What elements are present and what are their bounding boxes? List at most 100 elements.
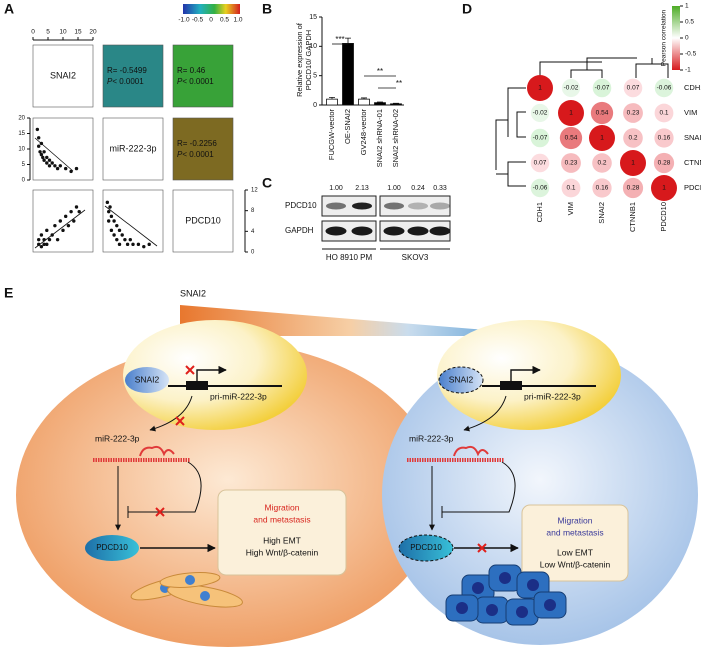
correlation-cell: [592, 153, 612, 173]
scatter-point: [50, 233, 54, 237]
label: CDH1: [684, 83, 701, 92]
label: 10: [18, 147, 25, 153]
scatter-point: [72, 219, 76, 223]
scatter-point: [123, 237, 127, 242]
label: A: [4, 1, 14, 17]
correlation-cell: [561, 78, 581, 98]
label: 0.1: [566, 185, 575, 192]
cell: [172, 189, 234, 253]
label: pri-miR-222-3p: [210, 391, 267, 401]
scatter-point: [74, 205, 79, 209]
blot: [379, 195, 451, 217]
label: 1: [538, 85, 542, 92]
scatter-point: [42, 237, 46, 242]
label: -0.5: [685, 51, 697, 58]
label: C: [262, 175, 272, 191]
p-symbol: P: [177, 150, 183, 159]
scatter-point: [35, 127, 40, 132]
label: and metastasis: [253, 514, 310, 524]
label: 15: [309, 14, 317, 21]
label: -1: [685, 67, 691, 74]
correlation-cell: [530, 153, 550, 173]
label: 1: [685, 3, 689, 10]
label: R= 0.46: [177, 66, 206, 75]
label: 0: [251, 250, 255, 256]
label: GV248-vector: [359, 109, 368, 156]
label: 0.16: [658, 135, 671, 142]
nucleus: [437, 320, 621, 430]
label: 0.07: [534, 160, 547, 167]
scatter-point: [37, 237, 41, 242]
scatter-point: [39, 152, 44, 157]
label: 0: [209, 17, 213, 24]
correlation-cell: [623, 78, 643, 98]
label: PDCD10: [285, 201, 317, 210]
label: PDCD10: [185, 215, 221, 225]
scatter-point: [41, 155, 45, 160]
cell-nucleus: [516, 606, 528, 618]
correlation-cell: [654, 103, 674, 123]
scatter-point: [117, 242, 122, 247]
correlation-cell: [559, 126, 583, 150]
snai2: [438, 366, 484, 394]
correlation-cell: [651, 175, 677, 201]
cell: [32, 44, 94, 108]
label: GAPDH: [285, 226, 314, 235]
label: 0.28: [627, 185, 640, 192]
label: -1.0: [178, 17, 190, 24]
scatter-point: [112, 233, 116, 237]
scatter-point: [142, 244, 146, 249]
correlation-cell: [592, 178, 612, 198]
correlation-cell: [623, 128, 643, 148]
scatter-point: [53, 164, 57, 168]
label: 20: [18, 116, 25, 122]
gradient-triangle: [180, 305, 560, 336]
label: 0.5: [220, 17, 229, 24]
cell: [172, 44, 234, 108]
correlation-cell: [558, 100, 584, 126]
scatter-point: [69, 209, 73, 214]
label: -0.02: [564, 85, 579, 92]
correlation-cell: [653, 152, 675, 174]
correlation-cell: [590, 101, 614, 125]
scatter-point: [42, 150, 46, 154]
label: 15: [74, 29, 82, 36]
scatter-point: [117, 228, 122, 233]
dendrogram: [495, 87, 526, 187]
label: 0.5: [685, 19, 694, 26]
p-value: P< 0.0001: [177, 77, 214, 86]
band: [326, 202, 346, 210]
bar: [358, 98, 370, 106]
scatter-point: [53, 223, 57, 228]
label: 0: [685, 35, 689, 42]
label: SNAI2: [180, 288, 206, 298]
band: [408, 202, 428, 210]
cell: [32, 117, 94, 181]
band: [383, 226, 405, 236]
label: 0.2: [628, 135, 637, 142]
scatter-point: [61, 228, 65, 233]
band: [430, 202, 450, 210]
label: 0.54: [596, 110, 609, 117]
bar: [374, 102, 386, 106]
scatter-point: [39, 141, 44, 146]
label: 12: [251, 188, 258, 194]
line: [34, 209, 86, 249]
label: SNAI2 shRNA-02: [391, 109, 400, 167]
band: [352, 202, 372, 210]
label: 0: [313, 102, 317, 109]
label: R= -0.5499: [107, 66, 147, 75]
scatter-point: [63, 214, 68, 219]
p-value: P< 0.0001: [107, 77, 144, 86]
label: Migration: [558, 515, 593, 525]
label: 15: [18, 131, 25, 137]
scatter-point: [131, 242, 135, 247]
scatter-point: [66, 223, 71, 228]
label: SNAI2: [135, 374, 160, 384]
label: -0.06: [657, 85, 672, 92]
outcome-box: [217, 489, 347, 576]
bar: [326, 98, 338, 106]
label: Low EMT: [557, 547, 593, 557]
scatter-point: [45, 242, 49, 247]
